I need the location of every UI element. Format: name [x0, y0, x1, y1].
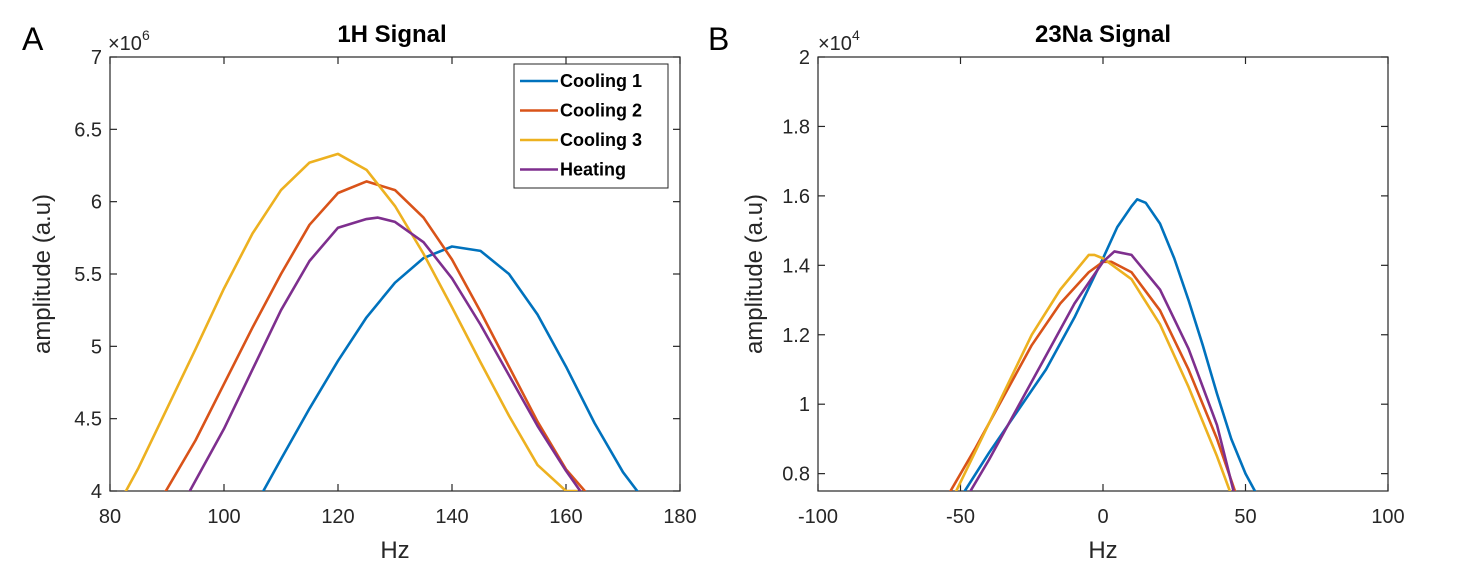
exponent-power: 4	[852, 27, 860, 43]
y-tick-label: 7	[91, 47, 102, 69]
x-tick-label: 0	[1097, 506, 1108, 528]
legend: Cooling 1 Cooling 2 Cooling 3 Heating	[513, 63, 669, 189]
x-tick-label: 100	[1371, 506, 1404, 528]
y-tick-label: 2	[799, 47, 810, 69]
x-tick-label: 120	[321, 506, 354, 528]
series-line-cooling-2	[164, 180, 587, 491]
x-tick-label: -100	[798, 506, 838, 528]
panel-letter: B	[708, 21, 729, 57]
panel-letter: A	[22, 21, 44, 57]
chart-title: 1H Signal	[337, 21, 446, 48]
y-tick-label: 5.5	[74, 264, 102, 286]
x-tick-label: 80	[99, 506, 121, 528]
series-line-cooling-3	[954, 253, 1232, 491]
exponent-base: ×10	[818, 33, 852, 55]
y-axis-exponent: ×106	[108, 27, 150, 55]
exponent-base: ×10	[108, 33, 142, 55]
plot-area-frame	[817, 56, 1389, 492]
y-tick-label: 0.8	[782, 464, 810, 486]
legend-entry: Cooling 1	[560, 71, 642, 91]
y-tick-label: 5	[91, 336, 102, 358]
y-tick-label: 1.8	[782, 116, 810, 138]
y-tick-label: 1.6	[782, 186, 810, 208]
y-tick-label: 6	[91, 192, 102, 214]
x-axis-label: Hz	[380, 537, 409, 564]
y-tick-label: 4.5	[74, 409, 102, 431]
y-tick-label: 1.2	[782, 325, 810, 347]
legend-entry: Heating	[560, 160, 626, 180]
x-tick-label: -50	[946, 506, 975, 528]
x-tick-label: 140	[435, 506, 468, 528]
y-axis-exponent: ×104	[818, 27, 860, 55]
series-line-cooling-1	[963, 198, 1257, 491]
x-axis-label: Hz	[1088, 537, 1117, 564]
x-tick-label: 160	[549, 506, 582, 528]
series-line-cooling-3	[124, 152, 578, 491]
y-tick-label: 4	[91, 481, 102, 503]
legend-box	[513, 63, 669, 189]
exponent-power: 6	[142, 27, 150, 43]
y-axis-label: amplitude (a.u)	[29, 194, 56, 354]
y-axis-label: amplitude (a.u)	[741, 194, 768, 354]
y-tick-label: 1.4	[782, 255, 810, 277]
series-line-heating	[969, 250, 1235, 491]
legend-entry: Cooling 2	[560, 101, 642, 121]
legend-entry: Cooling 3	[560, 130, 642, 150]
y-tick-label: 6.5	[74, 119, 102, 141]
x-tick-label: 180	[663, 506, 696, 528]
series-line-heating	[188, 216, 582, 491]
panel-b: -100 -50 0 50 100 0.8 1 1.2 1.4 1.6 1.8 2 23Na Signa…	[708, 21, 1405, 564]
chart-title: 23Na Signal	[1035, 21, 1171, 48]
series-line-cooling-1	[262, 245, 639, 491]
x-tick-label: 100	[207, 506, 240, 528]
panel-a: 80 100 120 140 160 180 4 4.5 5 5.5 6 6.5 7 1H Signal A…	[22, 21, 697, 564]
x-tick-label: 50	[1234, 506, 1256, 528]
y-tick-label: 1	[799, 394, 810, 416]
